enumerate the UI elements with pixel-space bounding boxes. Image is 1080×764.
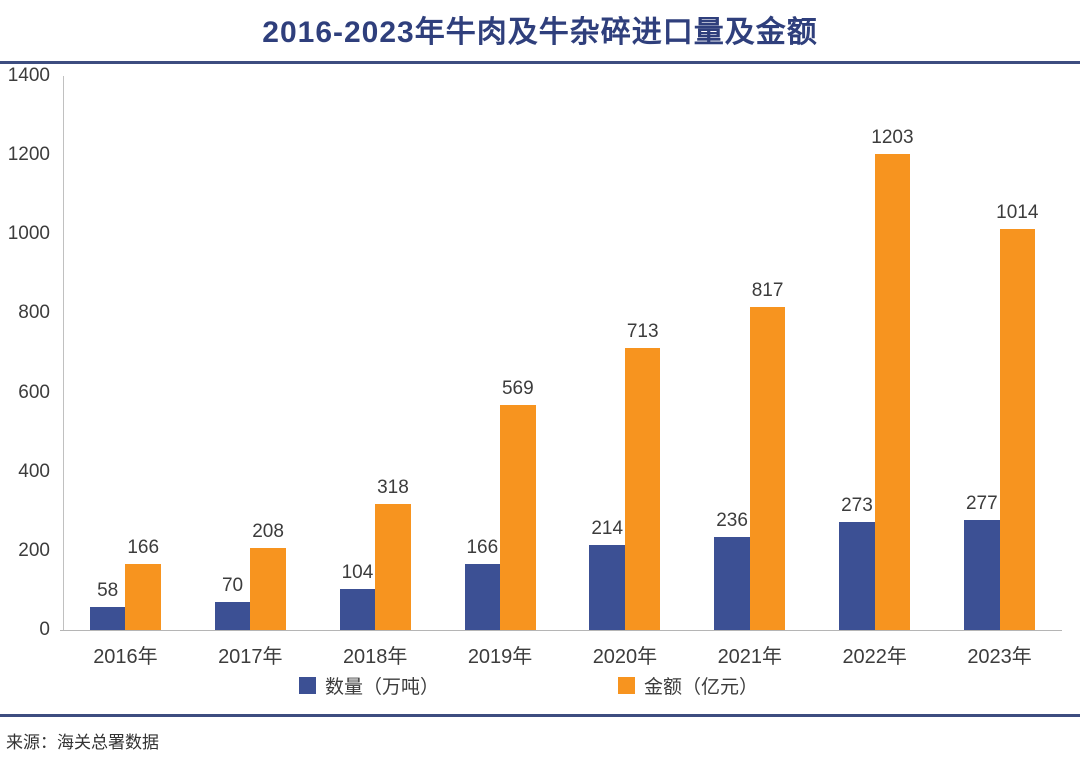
bar-volume-2023年 (964, 520, 1000, 630)
bar-volume-2018年 (339, 588, 376, 630)
y-tick-label: 1200 (7, 144, 50, 166)
y-tick-label: 1400 (7, 65, 50, 86)
footer-divider (0, 714, 1080, 717)
chart-title: 2016-2023年牛肉及牛杂碎进口量及金额 (262, 16, 818, 49)
legend-item-amount: 金额（亿元） (618, 672, 758, 699)
value-label: 318 (377, 477, 409, 499)
bar-amount-2023年 (999, 228, 1036, 630)
bar-volume-2022年 (839, 521, 875, 630)
value-label: 569 (501, 377, 534, 399)
x-tick-label: 2023年 (967, 646, 1032, 668)
bar-amount-2020年 (624, 347, 661, 630)
x-tick-label: 2022年 (842, 646, 907, 668)
legend-label-amount: 金额（亿元） (644, 677, 759, 698)
value-label: 214 (591, 518, 624, 540)
bar-volume-2016年 (89, 607, 126, 630)
value-label: 277 (965, 493, 998, 515)
value-label: 1203 (871, 126, 914, 148)
bar-volume-2020年 (589, 545, 625, 630)
y-tick-label: 400 (18, 460, 50, 482)
value-label: 1014 (996, 201, 1039, 223)
y-tick-label: 0 (39, 619, 50, 640)
value-label: 58 (97, 580, 119, 602)
y-tick-label: 600 (18, 381, 50, 403)
y-axis-line (63, 76, 64, 630)
value-label: 817 (751, 279, 784, 301)
x-tick-label: 2018年 (342, 646, 408, 668)
y-tick-label: 800 (18, 302, 50, 324)
value-label: 208 (252, 520, 284, 542)
value-label: 166 (127, 537, 160, 559)
value-label: 713 (626, 320, 659, 342)
bar-amount-2021年 (749, 306, 786, 630)
volume-swatch-icon (299, 677, 316, 694)
x-tick-label: 2021年 (717, 646, 783, 668)
x-axis-line (60, 630, 1062, 631)
y-tick-label: 200 (18, 539, 50, 561)
y-tick-label: 1000 (7, 223, 50, 245)
bar-amount-2016年 (125, 564, 161, 630)
bar-amount-2022年 (874, 153, 911, 630)
value-label: 273 (841, 494, 873, 516)
bar-amount-2017年 (250, 547, 286, 630)
value-label: 70 (221, 575, 244, 597)
legend-label-volume: 数量（万吨） (325, 677, 440, 698)
x-tick-label: 2019年 (467, 646, 533, 668)
bar-amount-2018年 (375, 504, 411, 630)
value-label: 236 (716, 509, 748, 531)
legend-item-volume: 数量（万吨） (299, 672, 439, 699)
source-note: 来源：海关总署数据 (6, 733, 159, 752)
value-label: 104 (341, 561, 374, 583)
x-tick-label: 2016年 (93, 646, 158, 668)
bar-volume-2019年 (464, 564, 501, 630)
x-tick-label: 2020年 (592, 646, 658, 668)
value-label: 166 (466, 537, 499, 559)
title-divider (0, 61, 1080, 64)
bar-volume-2017年 (214, 602, 251, 630)
bar-amount-2019年 (500, 404, 536, 630)
bar-volume-2021年 (714, 536, 750, 630)
x-tick-label: 2017年 (218, 646, 283, 668)
amount-swatch-icon (618, 677, 635, 694)
